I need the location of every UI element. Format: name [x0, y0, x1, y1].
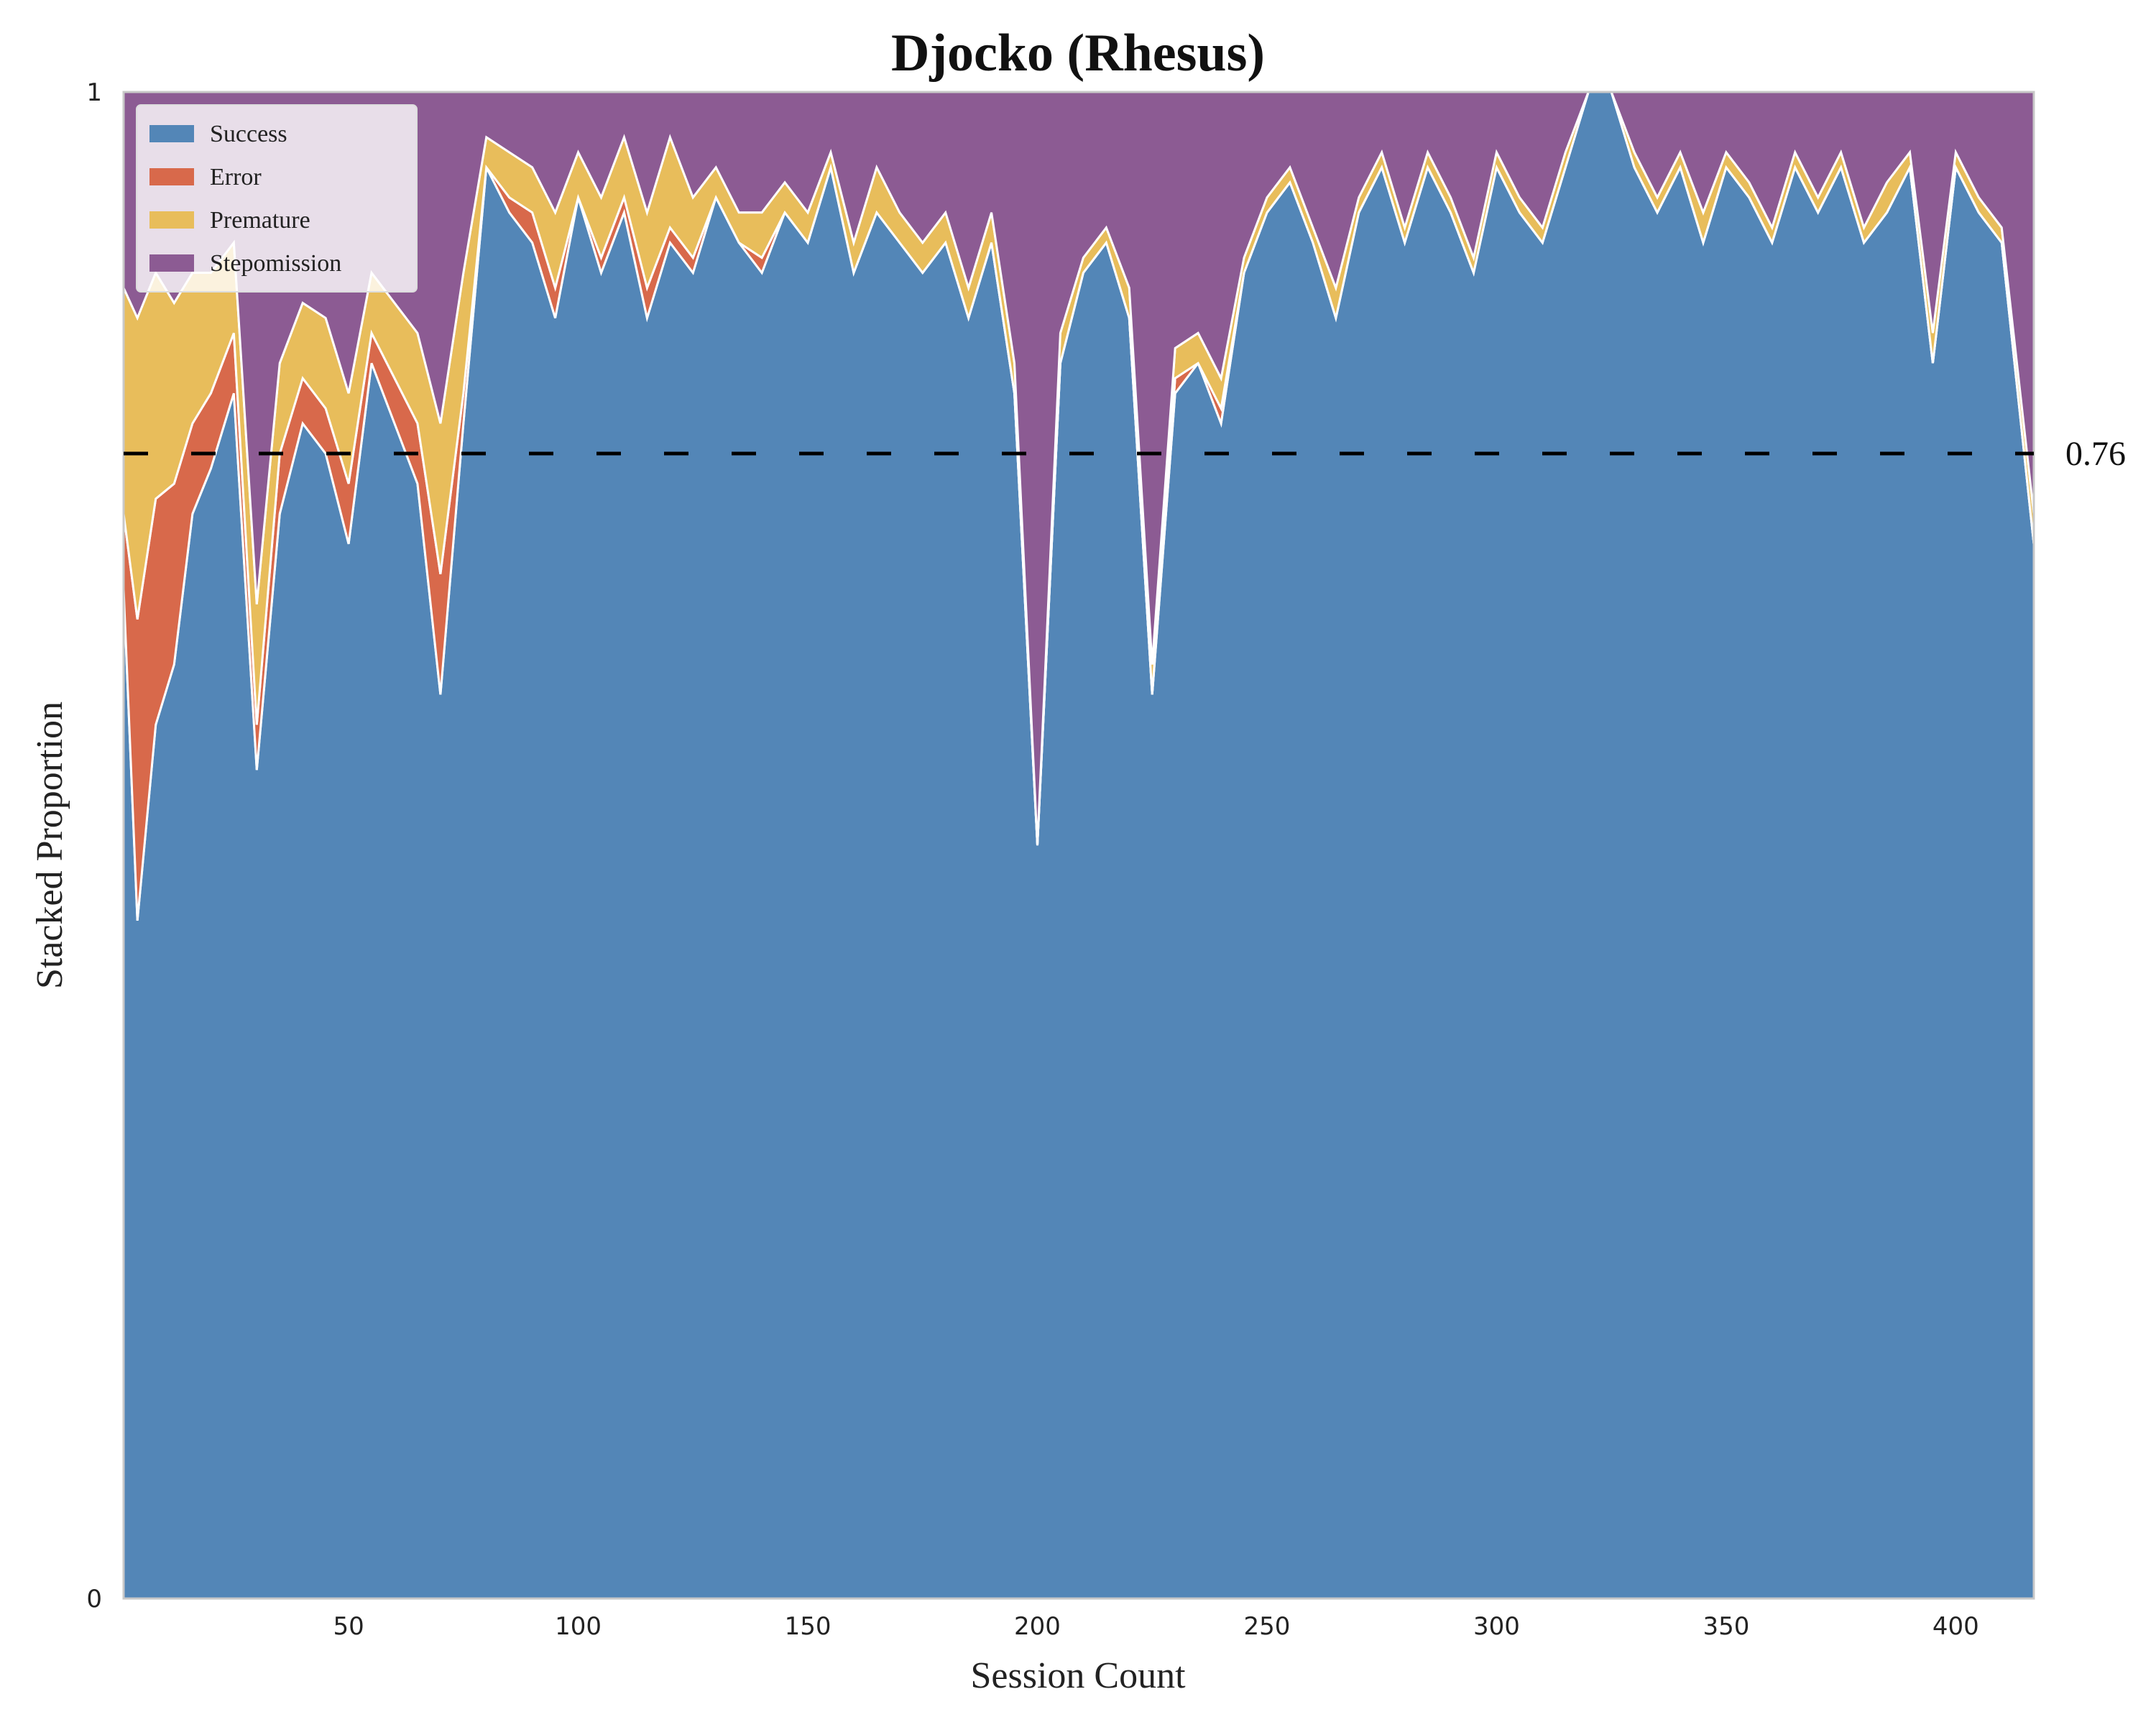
x-tick-label: 400	[1932, 1612, 1979, 1641]
legend-swatch-premature	[149, 211, 194, 229]
x-axis-ticks: 50 100 150 200 250 300 350 400	[333, 1612, 1978, 1641]
x-axis-label: Session Count	[970, 1655, 1186, 1696]
plot-area	[122, 91, 2035, 1600]
x-tick-label: 150	[785, 1612, 831, 1641]
x-tick-label: 100	[555, 1612, 602, 1641]
legend-swatch-stepomission	[149, 254, 194, 272]
legend-swatch-error	[149, 168, 194, 185]
y-axis-ticks: 01	[86, 78, 102, 1614]
reference-line-label: 0.76	[2065, 435, 2126, 473]
y-tick-label: 1	[86, 78, 102, 107]
x-tick-label: 300	[1473, 1612, 1520, 1641]
legend-label-success: Success	[210, 121, 287, 147]
x-tick-label: 50	[333, 1612, 364, 1641]
legend: Success Error Premature Stepomission	[136, 104, 418, 293]
legend-label-premature: Premature	[210, 207, 310, 234]
legend-swatch-success	[149, 125, 194, 142]
chart-title: Djocko (Rhesus)	[891, 24, 1265, 83]
x-tick-label: 250	[1244, 1612, 1291, 1641]
y-axis-label: Stacked Proportion	[29, 702, 70, 989]
x-tick-label: 200	[1014, 1612, 1061, 1641]
plot-frame	[122, 91, 2035, 1600]
y-tick-label: 0	[86, 1585, 102, 1614]
legend-label-error: Error	[210, 164, 262, 190]
legend-label-stepomission: Stepomission	[210, 250, 341, 277]
legend-box	[136, 104, 418, 293]
x-tick-label: 350	[1703, 1612, 1749, 1641]
